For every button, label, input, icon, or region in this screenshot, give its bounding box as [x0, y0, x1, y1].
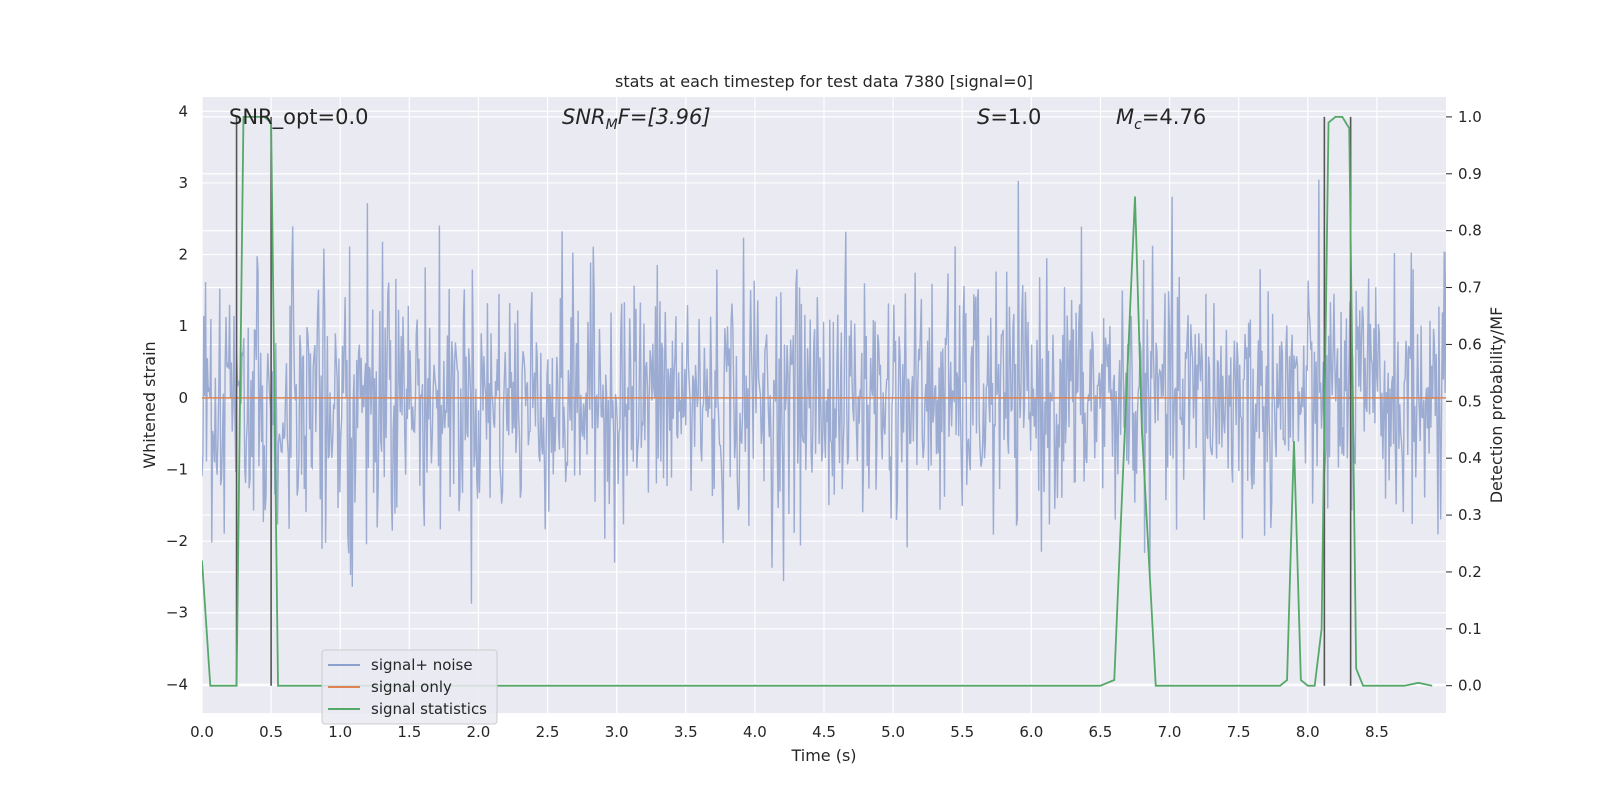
- snr-mf-suffix: F=[3.96]: [618, 105, 711, 129]
- x-tick-label: 1.0: [328, 723, 352, 741]
- x-tick-label: 8.0: [1296, 723, 1320, 741]
- y-left-tick-label: −3: [166, 604, 188, 622]
- mc-variable: M: [1116, 105, 1134, 129]
- statistics-trace: [202, 116, 1433, 687]
- y-right-tick-label: 0.6: [1458, 335, 1482, 353]
- mc-subscript: c: [1134, 117, 1142, 133]
- y-left-tick-label: 3: [178, 174, 188, 192]
- x-tick-label: 2.0: [467, 723, 491, 741]
- legend: signal+ noise signal only signal statist…: [321, 649, 498, 725]
- legend-entry-noise: signal+ noise: [371, 656, 473, 674]
- y-right-tick-label: 0.7: [1458, 279, 1482, 297]
- x-tick-label: 6.5: [1089, 723, 1113, 741]
- y-right-tick-label: 1.0: [1458, 108, 1482, 126]
- y-right-tick-label: 0.1: [1458, 620, 1482, 638]
- y-left-tick-label: 2: [178, 246, 188, 264]
- noise-series: [202, 179, 1446, 604]
- x-axis-ticks: 0.0 0.5 1.0 1.5 2.0 2.5 3.0 3.5 4.0 4.5 5.0 5.5 6.0 6…: [190, 723, 1389, 741]
- y-right-tick-label: 0.0: [1458, 677, 1482, 695]
- x-tick-label: 5.0: [881, 723, 905, 741]
- x-tick-label: 4.5: [812, 723, 836, 741]
- y-left-tick-label: −4: [166, 675, 188, 693]
- x-tick-label: 3.0: [605, 723, 629, 741]
- y-axis-left-label: Whitened strain: [140, 341, 159, 468]
- x-tick-label: 3.5: [674, 723, 698, 741]
- y-right-tick-label: 0.3: [1458, 506, 1482, 524]
- x-tick-label: 0.5: [259, 723, 283, 741]
- chart-title: stats at each timestep for test data 738…: [615, 72, 1033, 91]
- x-tick-label: 5.5: [950, 723, 974, 741]
- x-axis-label: Time (s): [790, 746, 856, 765]
- y-axis-right-ticks: 0.0 0.1 0.2 0.3 0.4 0.5 0.6 0.7 0.8 0.9 1.0: [1446, 108, 1482, 695]
- annotation-s: S=1.0: [977, 105, 1041, 129]
- annotation-mc: Mc=4.76: [1116, 105, 1206, 133]
- y-axis-left-ticks: −4 −3 −2 −1 0 1 2 3 4: [166, 102, 188, 693]
- x-tick-label: 6.0: [1019, 723, 1043, 741]
- y-axis-right-label: Detection probability/MF: [1487, 307, 1506, 504]
- x-tick-label: 1.5: [397, 723, 421, 741]
- y-right-tick-label: 0.2: [1458, 563, 1482, 581]
- y-left-tick-label: −2: [166, 532, 188, 550]
- x-tick-label: 2.5: [536, 723, 560, 741]
- x-tick-label: 7.5: [1227, 723, 1251, 741]
- snr-mf-subscript: M: [606, 117, 618, 133]
- noise-trace: [202, 179, 1446, 604]
- signal-statistics-series: [202, 116, 1433, 687]
- y-left-tick-label: −1: [166, 460, 188, 478]
- y-left-tick-label: 1: [178, 317, 188, 335]
- s-variable: S: [977, 105, 990, 129]
- x-tick-label: 4.0: [743, 723, 767, 741]
- x-tick-label: 0.0: [190, 723, 214, 741]
- y-left-tick-label: 0: [178, 389, 188, 407]
- legend-box: [321, 649, 498, 725]
- legend-entry-signal: signal only: [371, 678, 452, 696]
- x-tick-label: 7.0: [1158, 723, 1182, 741]
- y-left-tick-label: 4: [178, 102, 188, 120]
- legend-entry-statistics: signal statistics: [371, 700, 487, 718]
- x-tick-label: 8.5: [1365, 723, 1389, 741]
- y-right-tick-label: 0.4: [1458, 449, 1482, 467]
- y-right-tick-label: 0.8: [1458, 222, 1482, 240]
- snr-mf-prefix: SNR: [562, 105, 606, 129]
- annotation-snr-mf: SNRMF=[3.96]: [562, 105, 711, 133]
- mc-value: =4.76: [1142, 105, 1206, 129]
- y-right-tick-label: 0.9: [1458, 165, 1482, 183]
- y-right-tick-label: 0.5: [1458, 392, 1482, 410]
- s-value: =1.0: [990, 105, 1041, 129]
- annotation-snr-opt: SNR_opt=0.0: [229, 105, 369, 130]
